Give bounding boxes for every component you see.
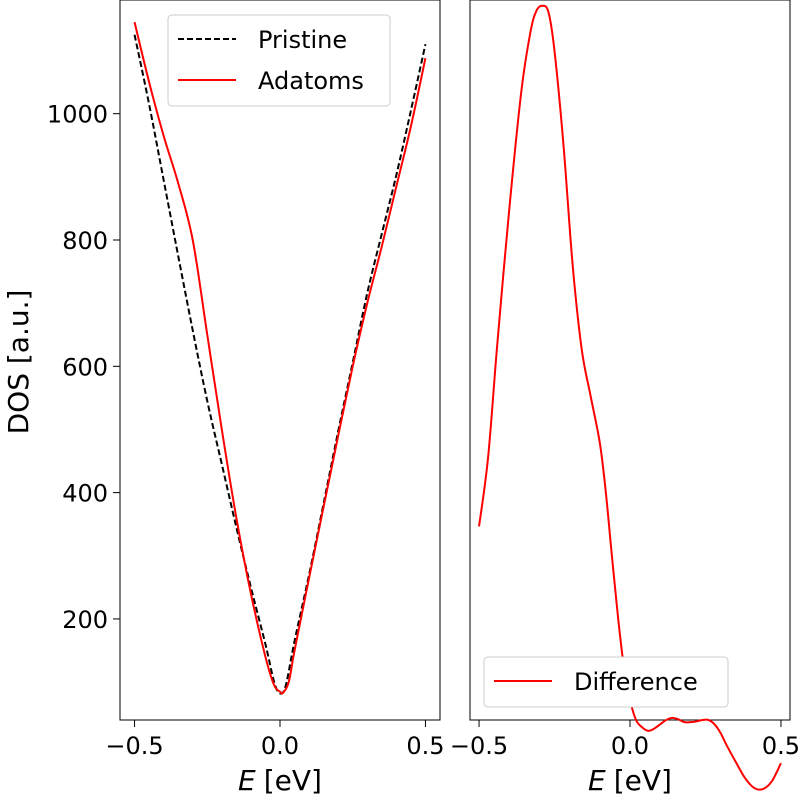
series-line-difference — [478, 4, 782, 791]
right-panel: −0.5 0.0 0.5 E [eV] Difference — [450, 0, 800, 797]
left-y-tick-label: 600 — [62, 353, 108, 381]
right-legend: Difference — [483, 656, 729, 708]
left-panel: −0.5 0.0 0.5 200 400 600 800 1000 E [eV] DOS [a… — [2, 0, 445, 797]
left-x-tick-label: 0.0 — [261, 732, 299, 760]
left-plot-frame — [119, 0, 441, 721]
left-y-ticks: 200 400 600 800 1000 — [47, 101, 120, 634]
left-x-tick-label: −0.5 — [105, 732, 163, 760]
left-y-tick-label: 200 — [62, 606, 108, 634]
left-y-tick-label: 1000 — [47, 101, 108, 129]
right-legend-box — [483, 656, 729, 708]
right-x-tick-label: −0.5 — [450, 732, 508, 760]
left-y-tick-label: 400 — [62, 480, 108, 508]
right-x-ticks: −0.5 0.0 0.5 — [450, 720, 800, 760]
left-legend: Pristine Adatoms — [167, 14, 391, 107]
left-x-ticks: −0.5 0.0 0.5 — [105, 720, 445, 760]
right-x-axis-label: E [eV] — [588, 764, 672, 797]
left-y-axis-label: DOS [a.u.] — [2, 290, 35, 435]
left-x-axis-label: E [eV] — [238, 764, 322, 797]
left-series-lines — [133, 21, 427, 695]
series-line-pristine — [133, 34, 427, 695]
left-y-tick-label: 800 — [62, 227, 108, 255]
legend-difference-label: Difference — [574, 668, 698, 696]
legend-pristine-label: Pristine — [258, 26, 347, 54]
series-line-adatoms — [133, 21, 427, 695]
right-plot-frame — [469, 0, 791, 721]
legend-adatoms-label: Adatoms — [258, 67, 364, 95]
left-legend-box — [167, 14, 391, 107]
right-series-lines — [478, 4, 782, 791]
right-x-tick-label: 0.0 — [611, 732, 649, 760]
left-x-tick-label: 0.5 — [406, 732, 444, 760]
right-x-tick-label: 0.5 — [762, 732, 800, 760]
